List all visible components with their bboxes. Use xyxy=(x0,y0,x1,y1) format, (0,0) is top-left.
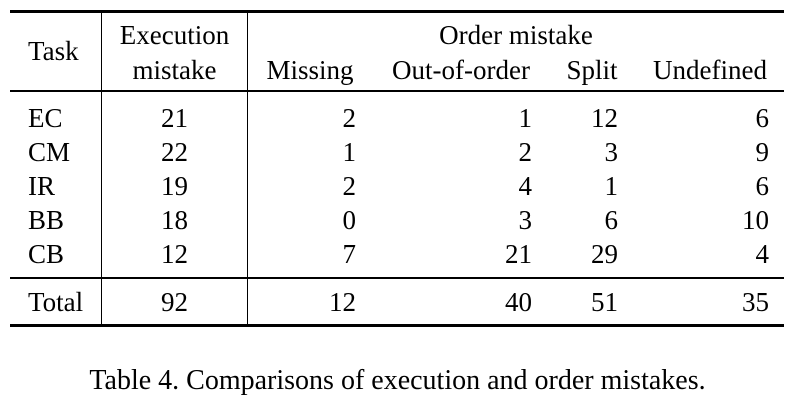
row-out-of-order: 1 xyxy=(518,103,533,133)
row-task: EC xyxy=(28,103,63,133)
vertical-rule-task xyxy=(101,13,102,325)
header-rule xyxy=(10,90,784,92)
row-execution: 18 xyxy=(161,205,188,235)
total-task: Total xyxy=(28,287,84,317)
row-undefined: 4 xyxy=(755,239,770,269)
row-task: BB xyxy=(28,205,65,235)
row-task: CB xyxy=(28,239,65,269)
row-out-of-order: 2 xyxy=(518,137,533,167)
row-task: CM xyxy=(28,137,71,167)
total-split: 51 xyxy=(591,287,618,317)
row-undefined: 9 xyxy=(755,137,770,167)
row-undefined: 10 xyxy=(742,205,769,235)
header-order-mistake: Order mistake xyxy=(439,20,593,50)
row-missing: 0 xyxy=(342,205,357,235)
total-missing: 12 xyxy=(329,287,356,317)
row-execution: 21 xyxy=(161,103,188,133)
row-execution: 12 xyxy=(161,239,188,269)
row-split: 29 xyxy=(591,239,618,269)
row-split: 1 xyxy=(604,171,619,201)
row-out-of-order: 21 xyxy=(505,239,532,269)
row-undefined: 6 xyxy=(755,103,770,133)
row-out-of-order: 4 xyxy=(518,171,533,201)
row-missing: 2 xyxy=(342,103,357,133)
row-out-of-order: 3 xyxy=(518,205,533,235)
header-task: Task xyxy=(28,36,79,66)
table-caption: Table 4. Comparisons of execution and or… xyxy=(89,365,706,396)
row-execution: 19 xyxy=(161,171,188,201)
top-rule xyxy=(10,10,784,13)
row-task: IR xyxy=(28,171,55,201)
header-split: Split xyxy=(566,55,618,85)
header-execution-line1: Execution xyxy=(119,20,230,50)
row-missing: 7 xyxy=(342,239,357,269)
row-split: 12 xyxy=(591,103,618,133)
total-undefined: 35 xyxy=(742,287,769,317)
total-execution: 92 xyxy=(161,287,188,317)
bottom-rule xyxy=(10,324,784,327)
row-execution: 22 xyxy=(161,137,188,167)
row-undefined: 6 xyxy=(755,171,770,201)
vertical-rule-execution xyxy=(247,13,248,325)
total-out-of-order: 40 xyxy=(505,287,532,317)
row-split: 6 xyxy=(604,205,619,235)
row-missing: 1 xyxy=(342,137,357,167)
header-execution-line2: mistake xyxy=(132,55,217,85)
header-out-of-order: Out-of-order xyxy=(392,55,530,85)
header-undefined: Undefined xyxy=(653,55,767,85)
row-split: 3 xyxy=(604,137,619,167)
row-missing: 2 xyxy=(342,171,357,201)
header-missing: Missing xyxy=(266,55,354,85)
total-rule xyxy=(10,277,784,279)
